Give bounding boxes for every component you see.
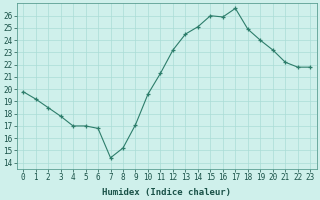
X-axis label: Humidex (Indice chaleur): Humidex (Indice chaleur) (102, 188, 231, 197)
